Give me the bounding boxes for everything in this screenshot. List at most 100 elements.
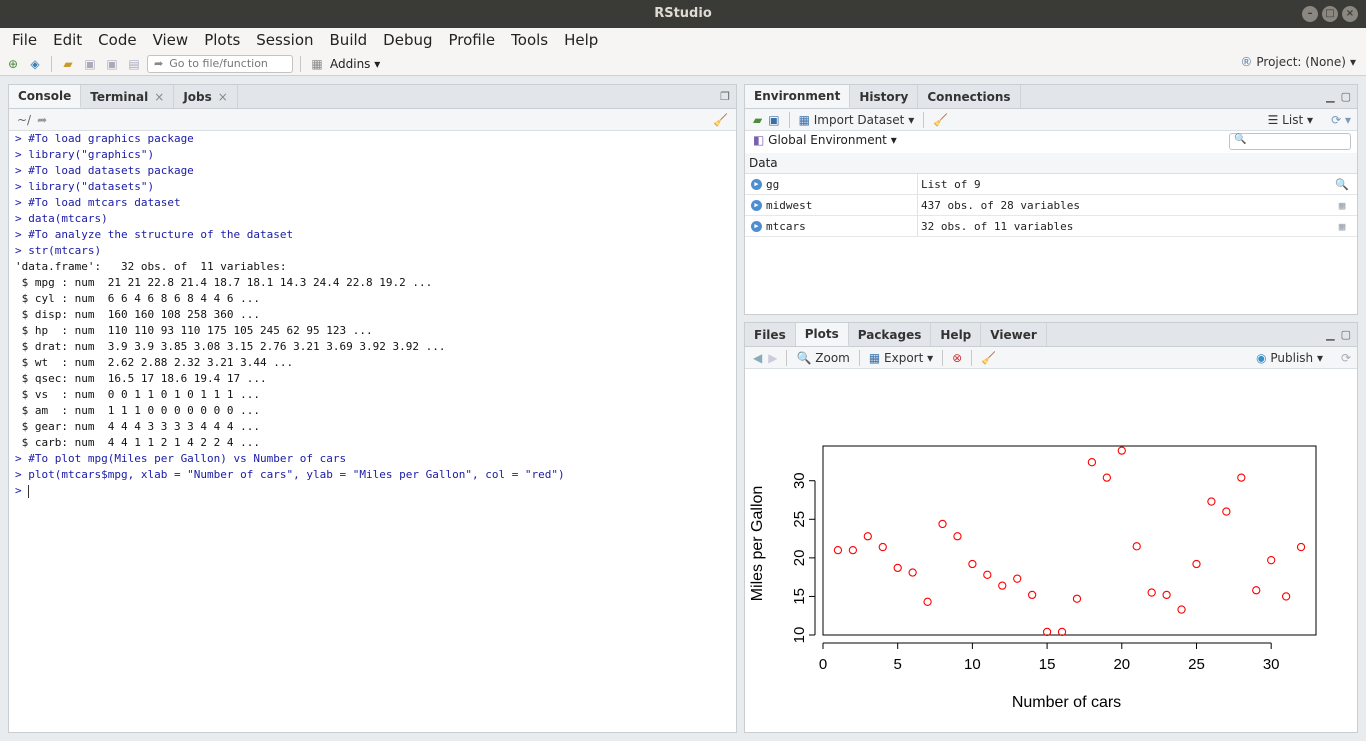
goto-dir-icon[interactable]: ➦ bbox=[37, 112, 48, 127]
r-env-icon: ◧ bbox=[753, 133, 765, 147]
open-file-icon[interactable]: ▰ bbox=[63, 56, 73, 71]
menu-view[interactable]: View bbox=[152, 31, 189, 49]
table-row[interactable]: ▶ mtcars 32 obs. of 11 variables ▦ bbox=[745, 215, 1357, 237]
maximize-pane-icon[interactable]: ▢ bbox=[1340, 328, 1351, 341]
minimize-pane-icon[interactable]: ▁ bbox=[1326, 90, 1335, 103]
close-window-button[interactable]: × bbox=[1342, 6, 1358, 22]
data-section-header: Data bbox=[745, 153, 1357, 174]
x-tick-label: 10 bbox=[964, 656, 981, 673]
restore-pane-icon[interactable]: ❐ bbox=[720, 90, 730, 103]
data-point bbox=[1132, 542, 1141, 551]
data-point bbox=[953, 532, 962, 541]
table-row[interactable]: ▶ gg List of 9 🔍 bbox=[745, 173, 1357, 195]
forward-arrow-icon[interactable]: ▶ bbox=[768, 350, 778, 365]
menu-file[interactable]: File bbox=[12, 31, 38, 49]
maximize-button[interactable]: □ bbox=[1322, 6, 1338, 22]
view-table-icon[interactable]: ▦ bbox=[1338, 219, 1346, 233]
export-button[interactable]: ▦ Export ▾ bbox=[868, 350, 934, 365]
menu-build[interactable]: Build bbox=[329, 31, 368, 49]
clear-plots-icon[interactable]: 🧹 bbox=[981, 350, 997, 365]
object-name: midwest bbox=[766, 198, 813, 212]
maximize-pane-icon[interactable]: ▢ bbox=[1340, 90, 1351, 103]
new-file-icon[interactable]: ⊕ bbox=[7, 56, 19, 71]
text-cursor bbox=[28, 484, 30, 498]
y-axis-label: Miles per Gallon bbox=[749, 486, 766, 602]
tab-packages[interactable]: Packages bbox=[849, 323, 932, 346]
minimize-pane-icon[interactable]: ▁ bbox=[1326, 328, 1335, 341]
goto-file-input[interactable]: ➦ Go to file/function bbox=[147, 54, 293, 73]
data-point bbox=[908, 568, 917, 577]
environment-toolbar: ▰ ▣ ▦ Import Dataset ▾ 🧹 ☰ List ▾ ⟳ ▾ bbox=[745, 109, 1357, 131]
tab-console[interactable]: Console bbox=[9, 85, 82, 108]
tab-files[interactable]: Files bbox=[745, 323, 796, 346]
back-arrow-icon[interactable]: ◀ bbox=[753, 350, 763, 365]
data-point bbox=[1028, 590, 1037, 600]
tab-plots[interactable]: Plots bbox=[795, 323, 849, 346]
tab-viewer[interactable]: Viewer bbox=[981, 323, 1047, 346]
expand-icon[interactable]: ▶ bbox=[751, 199, 762, 211]
working-dir: ~/ bbox=[17, 112, 32, 127]
addins-menu[interactable]: Addins ▾ bbox=[330, 56, 381, 71]
console-output-line: $ disp: num 160 160 108 258 360 ... bbox=[15, 308, 261, 321]
save-workspace-icon[interactable]: ▣ bbox=[768, 112, 780, 127]
menu-plots[interactable]: Plots bbox=[204, 31, 241, 49]
console-tabbar: Console Terminal × Jobs × ❐ bbox=[9, 85, 736, 109]
publish-label: Publish bbox=[1270, 350, 1314, 365]
console-output-line: $ hp : num 110 110 93 110 175 105 245 62… bbox=[15, 324, 373, 337]
tab-environment-label: Environment bbox=[754, 89, 841, 103]
menu-code[interactable]: Code bbox=[98, 31, 137, 49]
refresh-icon[interactable]: ⟳ ▾ bbox=[1331, 112, 1351, 127]
refresh-icon[interactable]: ⟳ bbox=[1340, 350, 1351, 365]
search-icon[interactable]: 🔍 bbox=[1335, 177, 1349, 191]
menu-debug[interactable]: Debug bbox=[383, 31, 433, 49]
menu-tools[interactable]: Tools bbox=[511, 31, 549, 49]
data-point bbox=[1222, 507, 1231, 516]
environment-search-input[interactable]: 🔍 bbox=[1229, 133, 1351, 150]
tab-help-label: Help bbox=[940, 327, 972, 342]
project-menu[interactable]: ® Project: (None) ▾ bbox=[1240, 55, 1356, 69]
console-output[interactable]: > #To load graphics package > library("gr… bbox=[15, 131, 732, 732]
tab-history[interactable]: History bbox=[850, 85, 919, 108]
menu-help[interactable]: Help bbox=[564, 31, 599, 49]
grid-layout-icon[interactable]: ▦ bbox=[311, 56, 323, 71]
expand-icon[interactable]: ▶ bbox=[751, 220, 762, 232]
new-project-icon[interactable]: ◈ bbox=[30, 56, 40, 71]
tab-environment[interactable]: Environment bbox=[745, 85, 851, 108]
toolbar-divider bbox=[942, 349, 944, 366]
menu-edit[interactable]: Edit bbox=[53, 31, 83, 49]
console-prompt[interactable]: > bbox=[15, 483, 732, 499]
table-row[interactable]: ▶ midwest 437 obs. of 28 variables ▦ bbox=[745, 194, 1357, 216]
data-point bbox=[1207, 497, 1216, 506]
environment-scope-menu[interactable]: ◧ Global Environment ▾ bbox=[753, 133, 897, 147]
close-icon[interactable]: × bbox=[154, 89, 165, 104]
x-axis-label: Number of cars bbox=[1012, 694, 1121, 711]
x-tick-label: 20 bbox=[1113, 656, 1130, 673]
load-workspace-icon[interactable]: ▰ bbox=[753, 112, 763, 127]
save-icon[interactable]: ▣ bbox=[84, 56, 96, 71]
expand-icon[interactable]: ▶ bbox=[751, 178, 762, 190]
publish-button[interactable]: ◉ Publish ▾ bbox=[1256, 350, 1323, 365]
console-input-line: > data(mtcars) bbox=[15, 212, 108, 225]
window-titlebar: RStudio – □ × bbox=[0, 0, 1366, 28]
tab-terminal[interactable]: Terminal × bbox=[81, 85, 175, 108]
x-tick-label: 25 bbox=[1188, 656, 1205, 673]
print-icon[interactable]: ▤ bbox=[128, 56, 140, 71]
import-dataset-button[interactable]: ▦ Import Dataset ▾ bbox=[798, 112, 915, 127]
list-view-button[interactable]: ☰ List ▾ bbox=[1267, 112, 1313, 127]
close-icon[interactable]: × bbox=[217, 89, 228, 104]
tab-connections[interactable]: Connections bbox=[918, 85, 1021, 108]
zoom-button[interactable]: 🔍 Zoom bbox=[796, 351, 849, 365]
menu-profile[interactable]: Profile bbox=[448, 31, 496, 49]
view-table-icon[interactable]: ▦ bbox=[1338, 198, 1346, 212]
minimize-button[interactable]: – bbox=[1302, 6, 1318, 22]
toolbar-divider bbox=[300, 55, 301, 72]
clear-console-icon[interactable]: 🧹 bbox=[713, 112, 728, 127]
tab-jobs[interactable]: Jobs × bbox=[174, 85, 238, 108]
menu-session[interactable]: Session bbox=[256, 31, 314, 49]
clear-workspace-icon[interactable]: 🧹 bbox=[933, 112, 949, 127]
data-point bbox=[1162, 590, 1171, 600]
save-all-icon[interactable]: ▣ bbox=[106, 56, 118, 71]
data-point bbox=[1087, 458, 1097, 467]
remove-plot-icon[interactable]: ⊗ bbox=[952, 350, 963, 365]
tab-help[interactable]: Help bbox=[931, 323, 982, 346]
